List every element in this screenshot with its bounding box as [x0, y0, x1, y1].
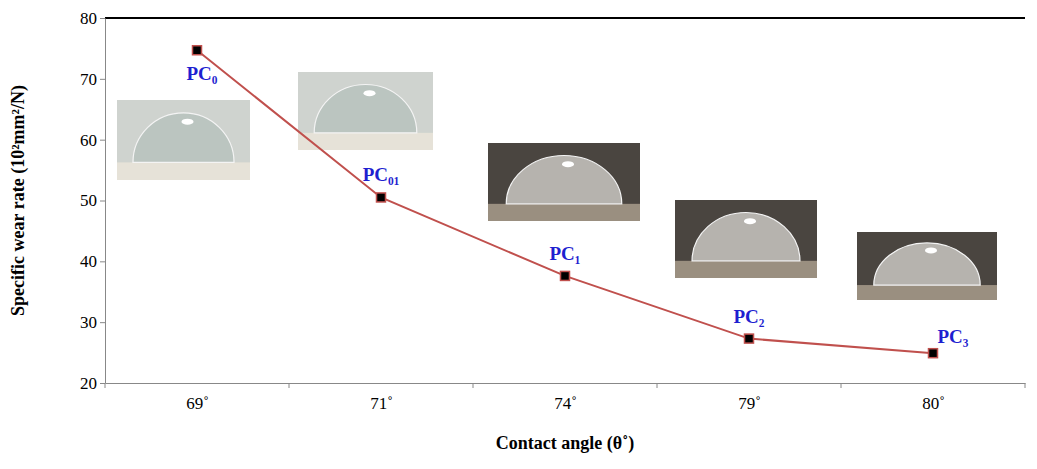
- marker: [193, 46, 202, 55]
- y-tick-mark: [100, 140, 105, 141]
- plot-area: 2030405060708069˚71˚74˚79˚80˚PC₀PC₀₁PC₁P…: [80, 9, 1026, 413]
- point-label: PC₀₁: [363, 164, 400, 185]
- droplet: [692, 212, 800, 260]
- x-axis-line: [106, 383, 1026, 384]
- point-label: PC₀: [186, 63, 217, 84]
- photo-substrate: [488, 204, 640, 221]
- droplet-photo: [488, 143, 640, 221]
- chart: 2030405060708069˚71˚74˚79˚80˚PC₀PC₀₁PC₁P…: [0, 0, 1037, 469]
- y-tick-label: 70: [80, 70, 97, 89]
- point-label: PC₃: [937, 326, 968, 347]
- point-label: PC₂: [733, 306, 764, 327]
- droplet-highlight: [744, 218, 756, 224]
- x-tick-label: 71˚: [370, 394, 393, 413]
- y-tick-mark: [100, 322, 105, 323]
- droplet-highlight: [364, 90, 376, 96]
- point-label: PC₁: [549, 243, 580, 264]
- y-axis-line: [105, 19, 106, 384]
- category-separator: [289, 383, 290, 388]
- y-tick: 40: [80, 252, 105, 271]
- category-separator: [105, 383, 106, 388]
- y-tick-mark: [100, 79, 105, 80]
- photo-substrate: [675, 261, 817, 278]
- y-axis: 20 30 40 50 60 70 80: [80, 9, 106, 393]
- droplet-photos: [117, 72, 997, 300]
- y-tick: 30: [80, 313, 105, 332]
- y-tick: 20: [80, 374, 105, 393]
- frame-top: [105, 17, 1025, 19]
- category-separator: [841, 383, 842, 388]
- photo-substrate: [117, 162, 250, 180]
- y-tick-mark: [100, 383, 105, 384]
- x-tick: 80˚: [922, 383, 945, 413]
- x-tick-label: 69˚: [186, 394, 209, 413]
- point-labels: PC₀ PC₀₁ PC₁ PC₂ PC₃: [186, 63, 968, 347]
- category-separator: [473, 383, 474, 388]
- y-tick: 80: [80, 9, 105, 28]
- droplet: [314, 85, 417, 133]
- y-tick-label: 20: [80, 374, 97, 393]
- x-axis: 69˚ 71˚ 74˚ 79˚ 80˚: [105, 383, 1026, 413]
- droplet: [874, 243, 980, 285]
- y-tick-mark: [100, 201, 105, 202]
- marker: [561, 271, 570, 280]
- photo-background: [298, 72, 433, 150]
- x-tick-label: 74˚: [554, 394, 577, 413]
- y-tick-label: 40: [80, 252, 97, 271]
- marker: [377, 193, 386, 202]
- x-tick: 69˚: [186, 383, 209, 413]
- category-separator: [1025, 383, 1026, 388]
- y-tick: 70: [80, 70, 105, 89]
- droplet-highlight: [562, 161, 574, 167]
- photo-substrate: [857, 285, 997, 300]
- y-tick-label: 60: [80, 131, 97, 150]
- series: [193, 46, 938, 358]
- y-tick-label: 80: [80, 9, 97, 28]
- droplet-photo: [117, 100, 250, 180]
- x-tick: 79˚: [738, 383, 761, 413]
- category-separator: [657, 383, 658, 388]
- line: [197, 50, 933, 353]
- marker: [745, 334, 754, 343]
- y-tick-label: 30: [80, 313, 97, 332]
- photo-background: [488, 143, 640, 221]
- y-tick-mark: [100, 261, 105, 262]
- y-tick-mark: [100, 18, 105, 19]
- droplet-photo: [857, 232, 997, 300]
- y-tick: 60: [80, 131, 105, 150]
- x-tick: 74˚: [554, 383, 577, 413]
- droplet: [506, 155, 622, 203]
- y-tick: 50: [80, 191, 105, 210]
- marker: [929, 349, 938, 358]
- x-tick-label: 79˚: [738, 394, 761, 413]
- droplet-photo: [298, 72, 433, 150]
- x-tick: 71˚: [370, 383, 393, 413]
- x-tick-label: 80˚: [922, 394, 945, 413]
- droplet-photo: [675, 200, 817, 278]
- photo-background: [117, 100, 250, 180]
- y-axis-title: Specific wear rate (10²mm²/N): [8, 85, 29, 316]
- droplet-highlight: [182, 119, 194, 125]
- droplet-highlight: [925, 247, 937, 253]
- y-tick-label: 50: [80, 191, 97, 210]
- droplet: [133, 113, 234, 163]
- photo-background: [675, 200, 817, 278]
- photo-background: [857, 232, 997, 300]
- x-axis-title: Contact angle (θ˚): [496, 433, 634, 454]
